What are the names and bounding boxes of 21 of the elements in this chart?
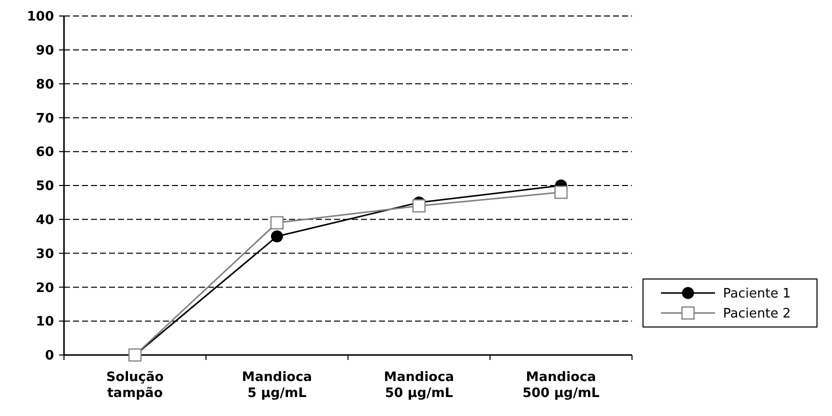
x-tick-label: Mandioca 50 µg/mL [384,370,454,401]
x-tick-label: Solução tampão [106,370,164,401]
legend-label: Paciente 2 [723,306,791,322]
y-tick-label: 60 [36,145,54,160]
y-tick-label: 50 [36,179,54,194]
x-tick-label: Mandioca 500 µg/mL [522,370,600,401]
y-tick-label: 90 [36,43,54,58]
point [412,199,426,212]
y-tick-label: 40 [36,212,54,228]
y-tick-label: 20 [36,280,54,296]
legend-label: Paciente 1 [723,286,791,302]
y-tick-label: 30 [36,246,54,262]
x-tick-label: Mandioca 5 µg/mL [242,370,312,401]
y-tick-label: 0 [44,348,54,364]
point [554,186,568,199]
y-tick-label: 70 [36,111,54,126]
point [270,216,284,230]
y-tick-label: 10 [36,314,54,330]
point [271,230,283,242]
y-tick-label: 80 [36,77,54,92]
y-tick-label: 100 [26,10,54,25]
